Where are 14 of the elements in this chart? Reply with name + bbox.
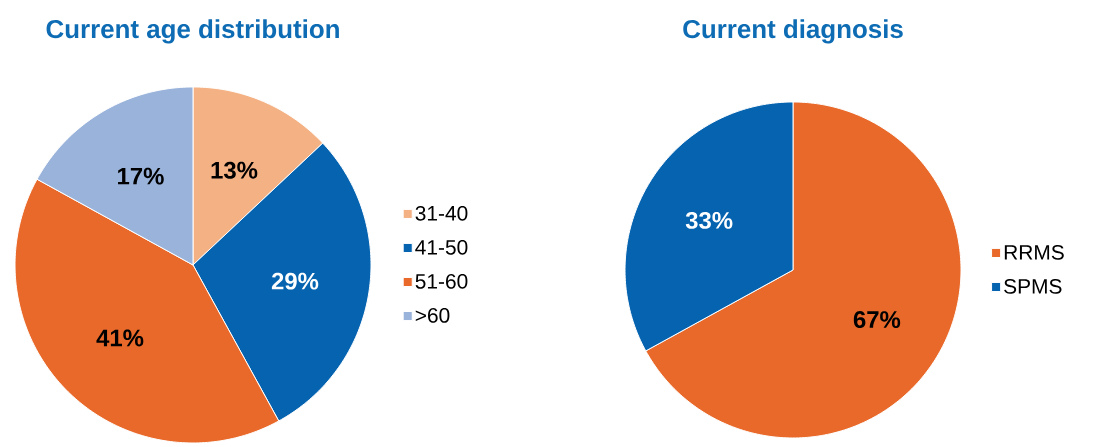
data-label: 67% (853, 311, 901, 329)
legend-label: >60 (415, 307, 450, 323)
legend-label: 51-60 (415, 273, 468, 289)
legend-label: SPMS (1004, 278, 1062, 294)
chart-title: Current diagnosis (683, 19, 903, 44)
data-label: 29% (271, 272, 319, 290)
legend-label: 41-50 (415, 239, 468, 255)
data-label: 13% (211, 161, 258, 179)
legend-label: 31-40 (415, 205, 468, 221)
data-label: 41% (96, 329, 144, 347)
data-label: 33% (685, 211, 733, 229)
chart-title: Current age distribution (46, 19, 339, 44)
legend-label: RRMS (1004, 244, 1064, 260)
data-label: 17% (118, 167, 164, 185)
